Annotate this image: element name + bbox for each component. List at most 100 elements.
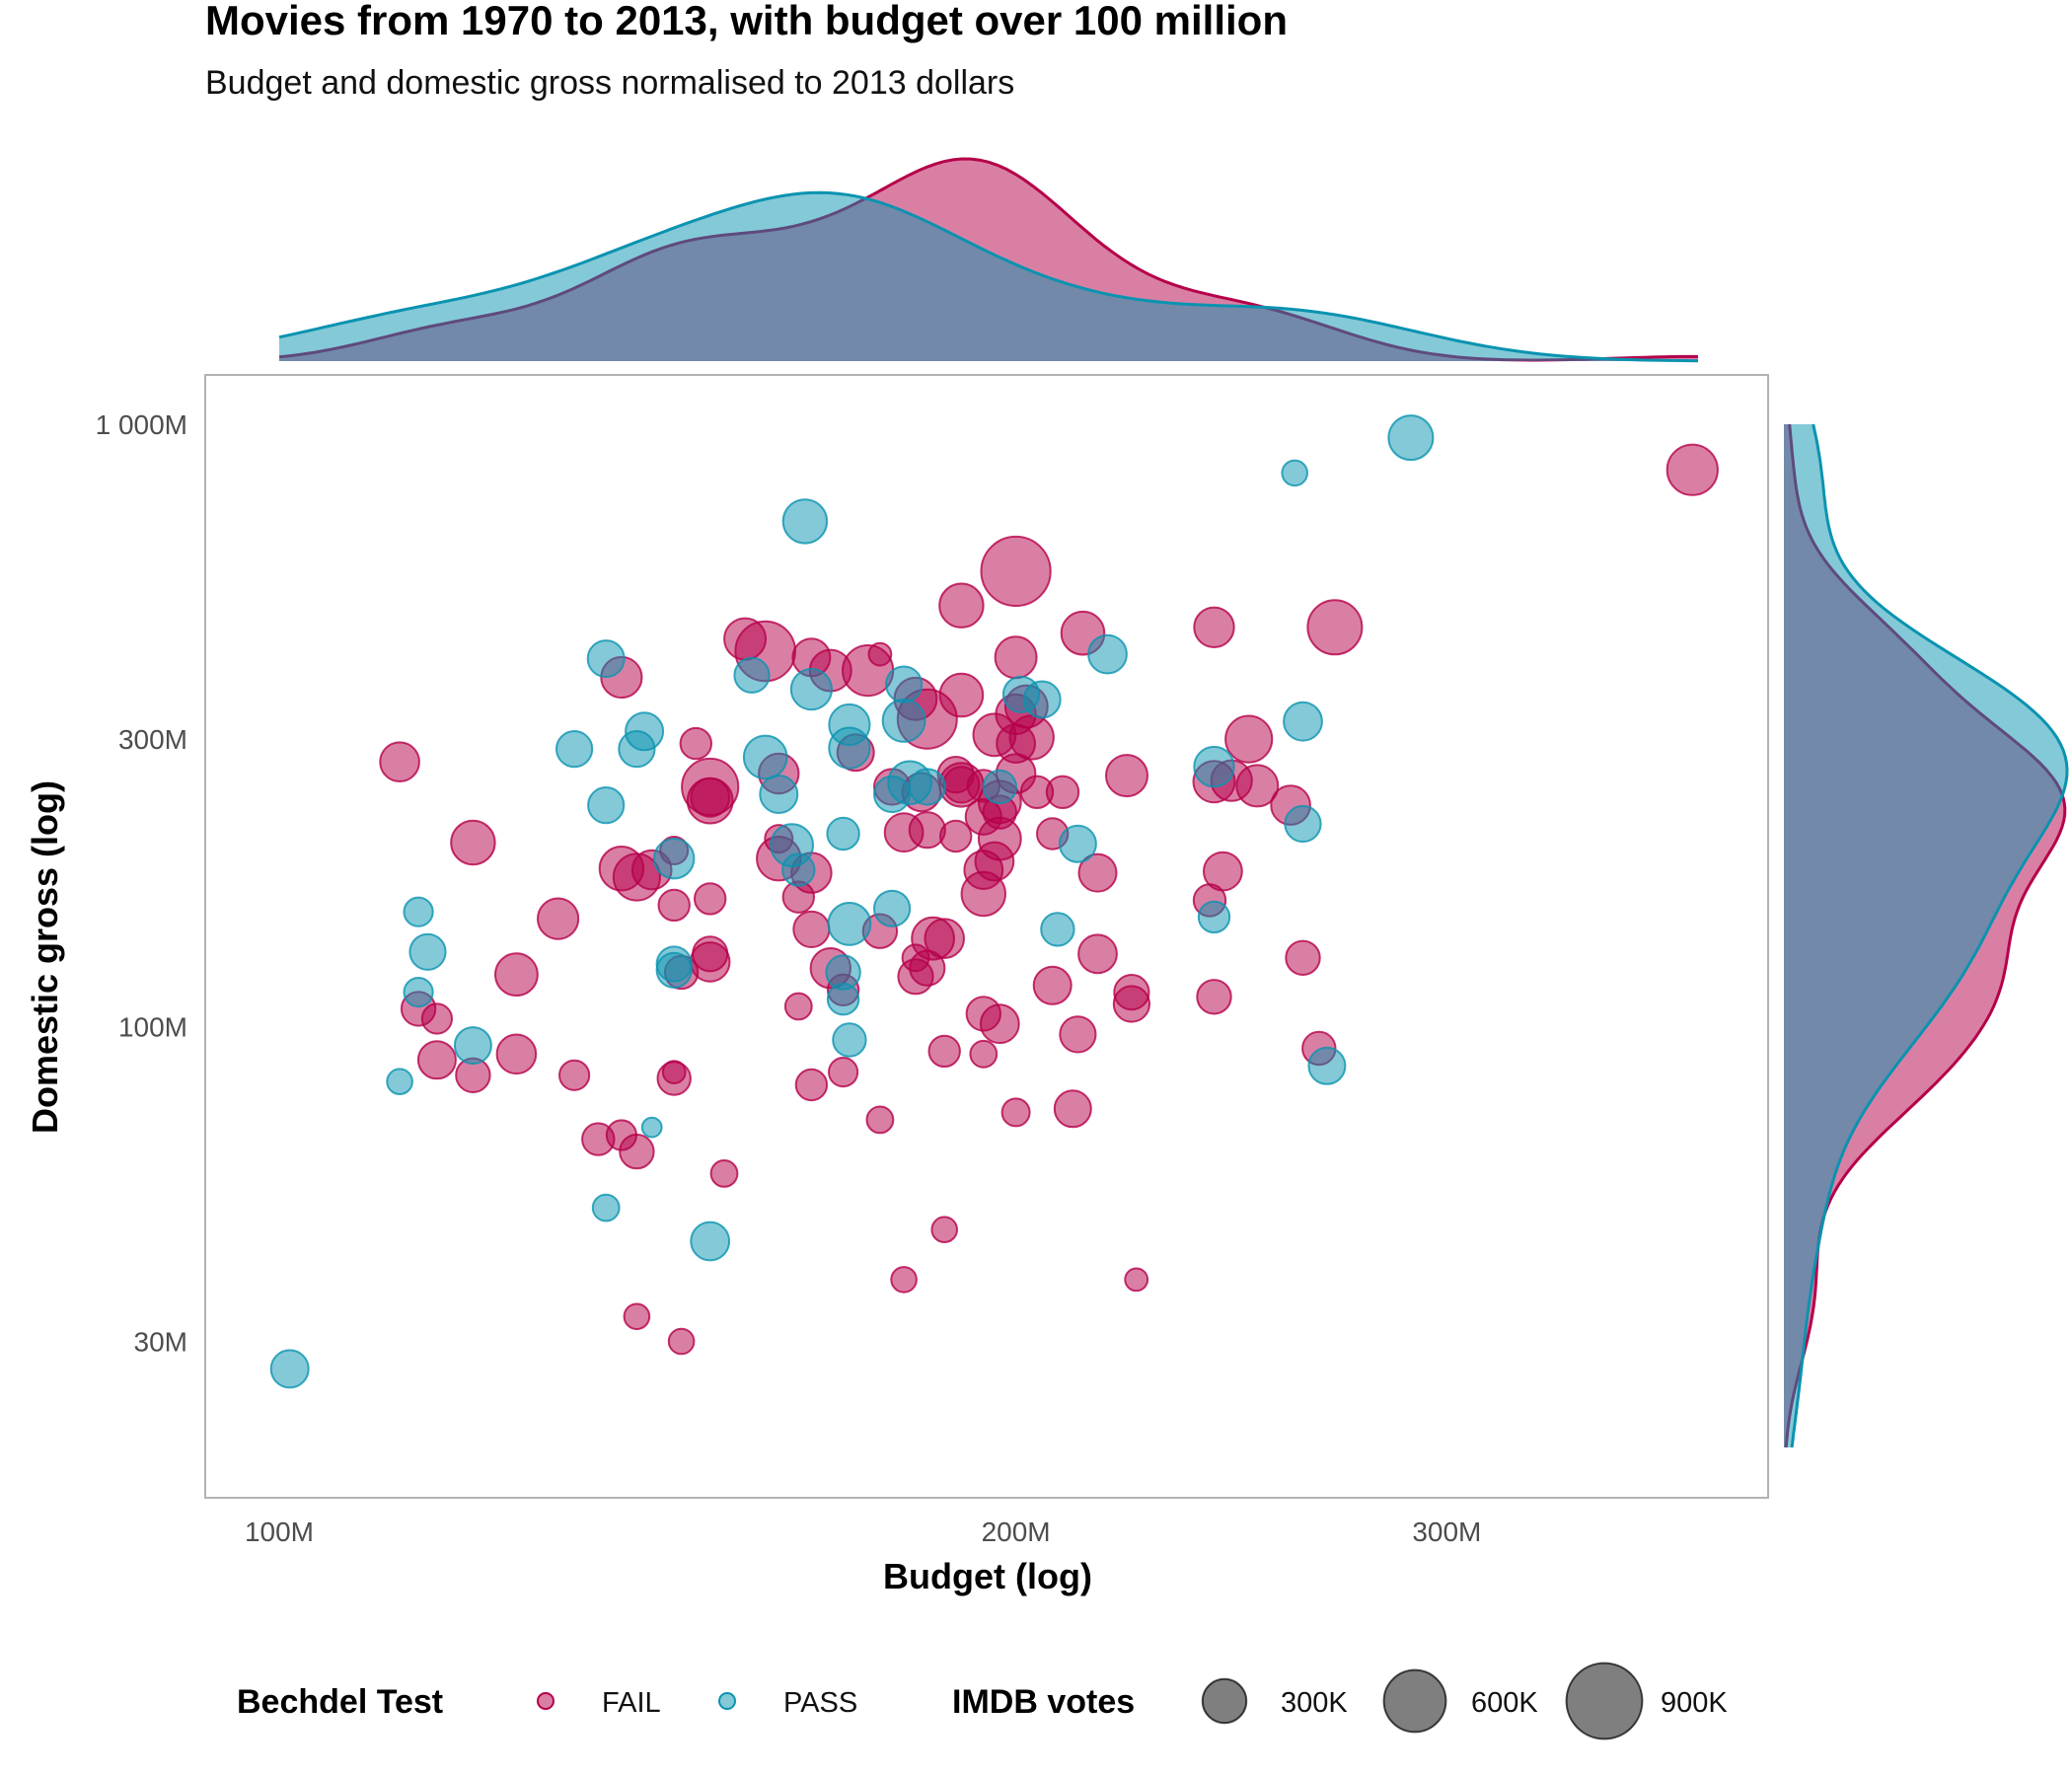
pass-point [408,932,447,971]
fail-point [1053,1089,1092,1129]
pass-point [625,711,665,752]
pass-point [1040,912,1075,947]
pass-point [881,699,926,743]
fail-point [828,1057,859,1088]
x-axis-title: Budget (log) [883,1556,1092,1596]
fail-point [667,1327,696,1356]
legend-size-300k-label: 300K [1281,1687,1348,1719]
fail-point [1105,754,1148,798]
pass-point [781,852,816,887]
x-tick-label: 100M [245,1517,314,1547]
pass-point [873,889,912,927]
pass-point [733,656,771,695]
legend-size-600k-key [1382,1668,1447,1734]
legend-size-300k-key [1201,1677,1248,1725]
legend-pass-key [718,1692,736,1710]
pass-point [826,983,860,1016]
fail-point [1000,1097,1031,1128]
top-marginal-density [278,157,1699,363]
y-axis-ticks: 30M 100M 300M 1 000M [96,409,187,1358]
pass-point [453,1026,492,1066]
pass-point [908,768,946,806]
fail-point [1203,851,1243,892]
fail-point [977,816,1022,861]
size-legend-title: IMDB votes [952,1683,1135,1721]
pass-point [982,769,1017,805]
fail-point [1665,443,1719,496]
fail-point [1059,1015,1097,1054]
pass-point [1193,745,1235,788]
legend-size-900k-key [1565,1662,1644,1740]
fail-point [979,1003,1020,1045]
legend-pass-label: PASS [783,1687,857,1719]
legend-size-900k-label: 900K [1661,1687,1728,1719]
pass-point [759,775,799,814]
fail-point [1077,933,1118,975]
color-legend-title: Bechdel Test [237,1683,443,1721]
pass-point [742,734,788,780]
fail-point [709,1159,739,1188]
fail-point [379,741,420,783]
fail-point [690,777,731,818]
fail-point [939,819,973,853]
chart-subtitle: Budget and domestic gross normalised to … [205,64,1014,102]
pass-budget-density-area [279,192,1698,361]
legend-fail-label: FAIL [602,1687,661,1719]
fail-point [1306,599,1364,656]
y-tick-label: 1 000M [96,409,187,440]
pass-point [781,498,829,545]
pass-point [1087,633,1128,675]
pass-point [1197,900,1231,934]
fail-point [420,1002,453,1035]
fail-point [1008,714,1055,761]
pass-point [1283,701,1323,742]
pass-point [555,730,594,769]
pass-point [1307,1046,1347,1085]
fail-point [1077,852,1118,893]
y-tick-label: 100M [118,1011,187,1042]
pass-point [640,1116,663,1139]
fail-point [1032,965,1073,1005]
pass-point [832,1022,867,1058]
fail-point [679,726,712,761]
y-tick-label: 30M [134,1327,187,1358]
fail-point [783,992,813,1021]
legend: Bechdel Test FAIL PASS IMDB votes 300K 6… [237,1662,1728,1740]
fail-point [657,888,691,923]
pass-gross-density-area [1784,424,2067,1447]
pass-point [1281,459,1308,487]
fail-point [867,641,893,667]
fail-point [794,1068,829,1102]
fail-point [661,1060,687,1084]
fail-point [1124,1267,1149,1293]
pass-point [587,786,626,825]
fail-point [792,910,831,949]
fail-point [1193,606,1235,648]
fail-point [689,941,731,983]
fail-point [908,811,946,850]
pass-point [655,951,693,989]
pass-point [885,665,924,703]
pass-point [1387,414,1435,462]
fail-point [1285,939,1321,976]
pass-point [386,1068,413,1095]
pass-point [1058,824,1097,863]
fail-point [537,897,580,940]
legend-size-600k-label: 600K [1471,1687,1538,1719]
pass-point [653,838,696,880]
scatter-points [269,414,1719,1389]
fail-point [619,1133,655,1170]
pass-point [403,977,434,1008]
fail-point [980,535,1052,608]
fail-point [938,672,985,718]
pass-point [789,668,834,711]
fail-point [994,635,1038,680]
pass-point [690,1221,731,1262]
fail-point [890,1266,918,1294]
pass-point [826,816,860,851]
x-tick-label: 300M [1412,1517,1481,1547]
fail-point [865,1105,895,1135]
fail-point [623,1302,651,1331]
fail-point [1196,979,1232,1015]
fail-point [450,819,496,866]
